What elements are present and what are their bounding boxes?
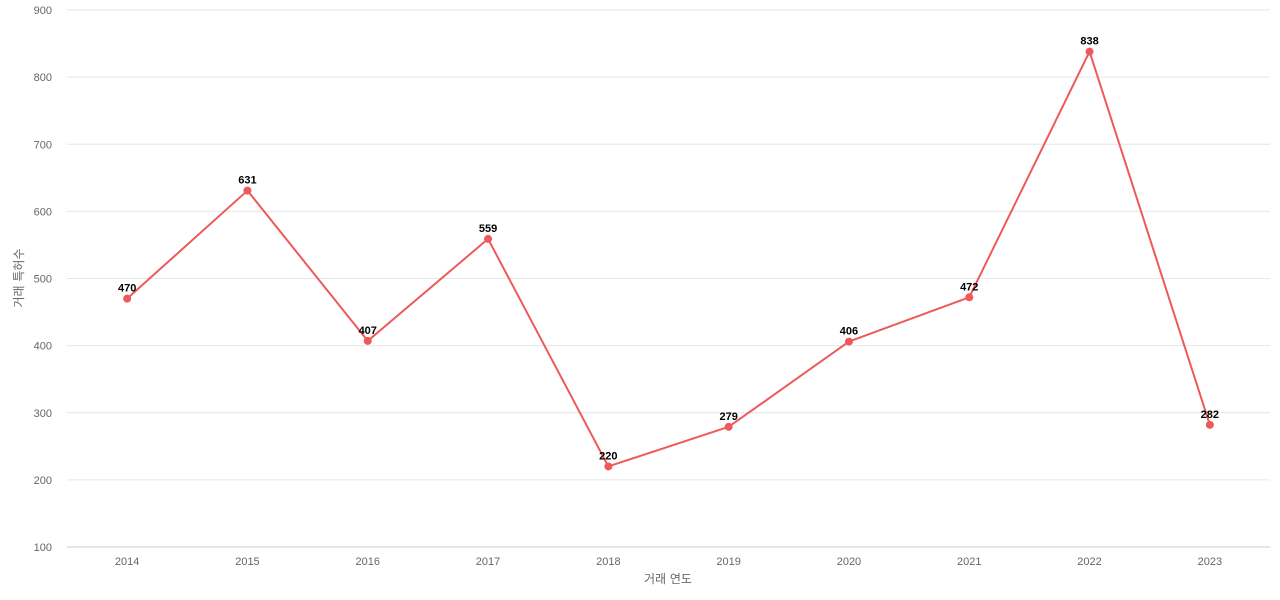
x-tick-label: 2016 xyxy=(356,556,380,568)
data-point xyxy=(844,337,853,346)
data-label: 470 xyxy=(118,283,136,295)
data-label: 838 xyxy=(1080,36,1098,48)
data-label: 631 xyxy=(238,175,256,187)
y-tick-label: 900 xyxy=(34,5,52,17)
x-tick-label: 2022 xyxy=(1077,556,1101,568)
data-label: 472 xyxy=(960,281,978,293)
y-axis-ticks: 100 200 300 400 500 600 700 800 900 xyxy=(34,5,52,554)
x-tick-label: 2019 xyxy=(716,556,740,568)
data-point xyxy=(1085,47,1094,56)
x-axis-title: 거래 연도 xyxy=(644,572,692,586)
y-tick-label: 600 xyxy=(34,206,52,218)
y-tick-label: 500 xyxy=(34,274,52,286)
gridlines xyxy=(67,9,1270,548)
data-point xyxy=(1205,420,1214,429)
y-axis-title: 거래 특허수 xyxy=(12,248,26,307)
data-label: 220 xyxy=(599,450,617,462)
data-label: 559 xyxy=(479,223,497,235)
data-point xyxy=(604,462,613,471)
y-tick-label: 100 xyxy=(34,542,52,554)
x-tick-label: 2021 xyxy=(957,556,981,568)
data-label: 407 xyxy=(359,325,377,337)
y-tick-label: 400 xyxy=(34,341,52,353)
data-point xyxy=(363,336,372,345)
y-tick-label: 300 xyxy=(34,408,52,420)
series-line xyxy=(126,50,1211,468)
data-point xyxy=(724,422,733,431)
data-label: 406 xyxy=(840,326,858,338)
data-labels: 470 631 407 559 220 279 406 472 838 282 xyxy=(118,36,1219,463)
y-tick-label: 200 xyxy=(34,475,52,487)
series-layer xyxy=(123,47,1214,471)
data-point xyxy=(243,186,252,195)
data-label: 279 xyxy=(719,411,737,423)
y-tick-label: 800 xyxy=(34,72,52,84)
y-tick-label: 700 xyxy=(34,139,52,151)
data-point xyxy=(123,294,132,303)
data-point xyxy=(484,234,493,243)
x-axis-ticks: 2014 2015 2016 2017 2018 2019 2020 2021 2022 2023 xyxy=(115,556,1222,568)
x-tick-label: 2017 xyxy=(476,556,500,568)
data-point xyxy=(965,293,974,302)
x-tick-label: 2015 xyxy=(235,556,259,568)
x-tick-label: 2020 xyxy=(837,556,861,568)
data-label: 282 xyxy=(1201,409,1219,421)
x-tick-label: 2023 xyxy=(1198,556,1222,568)
x-tick-label: 2014 xyxy=(115,556,139,568)
x-tick-label: 2018 xyxy=(596,556,620,568)
